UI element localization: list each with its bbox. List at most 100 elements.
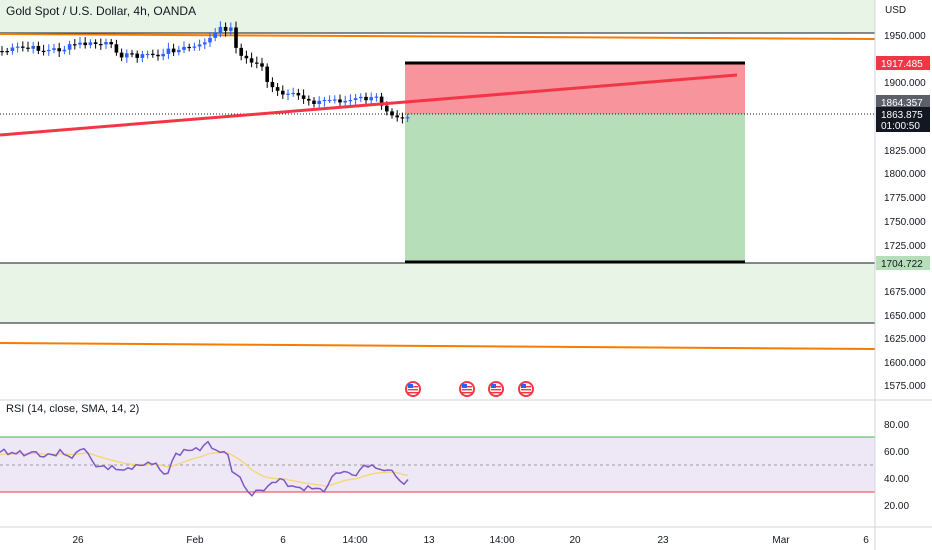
candle-body: [385, 105, 389, 112]
candle-body: [223, 26, 228, 31]
red-trendline[interactable]: [0, 73, 738, 137]
candle-body: [67, 44, 72, 50]
time-tick-label: 6: [280, 535, 286, 546]
candle-body: [317, 100, 321, 104]
candle-body: [171, 48, 176, 53]
candle-body: [182, 46, 186, 50]
candle-body: [307, 98, 311, 101]
candle-body: [104, 42, 108, 45]
candle-body: [125, 53, 129, 58]
price-tick-label: 1775.000: [884, 193, 926, 204]
svg-text:1704.722: 1704.722: [881, 259, 923, 270]
price-tick-label: 1725.000: [884, 241, 926, 252]
candle-body: [156, 54, 160, 57]
candle-body: [390, 111, 394, 116]
price-tick-label: 1575.000: [884, 381, 926, 392]
candle-body: [62, 49, 67, 52]
rsi-tick-label: 80.00: [884, 420, 909, 431]
candle-body: [353, 98, 358, 101]
candle-body: [177, 49, 181, 53]
us-flag-event-icon[interactable]: [488, 381, 504, 397]
time-tick-label: 20: [569, 535, 581, 546]
candle-body: [5, 51, 9, 53]
svg-text:1863.875: 1863.875: [881, 110, 923, 121]
candle-body: [15, 46, 20, 48]
time-tick-label: 13: [423, 535, 435, 546]
candle-body: [119, 52, 124, 58]
candle-body: [296, 92, 301, 96]
candle-body: [135, 53, 139, 58]
candle-body: [114, 44, 119, 53]
candle-body: [208, 37, 212, 43]
candle-body: [151, 53, 155, 56]
price-tick-label: 1750.000: [884, 217, 926, 228]
candle-body: [234, 27, 238, 48]
candle-body: [265, 66, 269, 82]
candle-body: [400, 117, 405, 119]
target-price-tag: 1704.722: [876, 256, 930, 270]
candle-body: [348, 100, 353, 102]
candle-body: [52, 48, 56, 50]
rsi-tick-label: 20.00: [884, 501, 909, 512]
price-tick-label: 1825.000: [884, 146, 926, 157]
candle-body: [286, 93, 290, 95]
time-tick-label: 14:00: [489, 535, 514, 546]
price-tick-label: 1600.000: [884, 358, 926, 369]
us-flag-event-icon[interactable]: [405, 381, 421, 397]
svg-text:1917.485: 1917.485: [881, 59, 923, 70]
candle-body: [239, 47, 243, 56]
take-profit-zone[interactable]: [405, 114, 745, 262]
time-tick-label: Mar: [772, 535, 790, 546]
us-flag-event-icon[interactable]: [459, 381, 475, 397]
candlestick-series: [0, 21, 410, 124]
candle-body: [36, 45, 41, 51]
candle-body: [229, 27, 233, 31]
candle-body: [333, 99, 337, 101]
resistance-zone: [0, 0, 875, 33]
rsi-line: [0, 440, 409, 497]
price-axis[interactable]: 1950.0001925.0001900.0001825.0001800.000…: [884, 31, 926, 392]
candle-body: [343, 100, 347, 103]
candle-body: [192, 46, 197, 48]
candle-body: [47, 49, 51, 52]
price-tick-label: 1675.000: [884, 287, 926, 298]
candle-body: [26, 47, 30, 49]
candle-body: [291, 92, 295, 95]
candle-body: [369, 97, 373, 101]
candle-body: [21, 46, 25, 48]
orange-support-line[interactable]: [0, 342, 876, 350]
candle-body: [109, 42, 113, 45]
candle-body: [281, 90, 285, 95]
rsi-tick-label: 60.00: [884, 447, 909, 458]
time-tick-label: 14:00: [342, 535, 367, 546]
candle-body: [395, 115, 399, 118]
svg-text:1864.357: 1864.357: [881, 98, 923, 109]
rsi-sma-line: [0, 451, 409, 487]
candle-body: [405, 117, 410, 119]
candle-body: [244, 55, 249, 59]
candle-body: [41, 50, 46, 53]
rsi-axis[interactable]: 80.00 60.00 40.00 20.00: [884, 420, 909, 512]
candle-body: [57, 48, 61, 52]
candle-body: [140, 54, 145, 58]
candle-body: [166, 48, 171, 54]
candle-body: [213, 32, 217, 38]
candle-body: [327, 99, 332, 102]
price-tick-label: 1650.000: [884, 311, 926, 322]
candle-body: [93, 42, 98, 45]
time-tick-label: 23: [657, 535, 669, 546]
rsi-indicator-label[interactable]: RSI (14, close, SMA, 14, 2): [6, 403, 140, 415]
orange-resistance-line[interactable]: [0, 33, 876, 40]
candle-body: [203, 42, 207, 45]
time-tick-label: 6: [863, 535, 869, 546]
time-axis[interactable]: 26 Feb 6 14:00 13 14:00 20 23 Mar 6: [72, 535, 869, 546]
price-tick-label: 1625.000: [884, 334, 926, 345]
candle-body: [73, 44, 77, 46]
us-flag-event-icon[interactable]: [518, 381, 534, 397]
candle-body: [130, 53, 134, 55]
symbol-header[interactable]: Gold Spot / U.S. Dollar, 4h, OANDA: [6, 4, 197, 18]
candle-body: [145, 53, 150, 56]
candle-body: [359, 96, 363, 99]
candle-body: [218, 26, 223, 33]
